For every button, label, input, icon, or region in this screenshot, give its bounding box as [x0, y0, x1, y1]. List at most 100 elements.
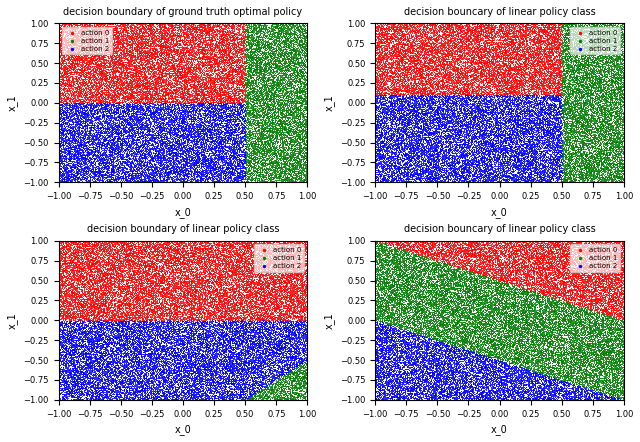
action 2 [220, 172, 230, 179]
action 0 [156, 50, 166, 57]
action 0 [207, 62, 217, 69]
action 1 [266, 43, 276, 50]
action 2 [214, 368, 225, 375]
action 0 [212, 260, 223, 267]
action 2 [163, 127, 173, 134]
action 0 [396, 79, 406, 86]
action 0 [284, 307, 294, 314]
action 0 [104, 290, 115, 297]
action 1 [497, 281, 508, 288]
action 1 [509, 327, 520, 334]
action 0 [164, 284, 174, 291]
action 1 [570, 56, 580, 63]
action 1 [262, 28, 272, 35]
action 1 [584, 359, 595, 366]
action 1 [603, 118, 613, 125]
action 0 [482, 52, 492, 59]
action 0 [612, 287, 622, 294]
action 0 [140, 292, 150, 299]
action 0 [225, 95, 235, 102]
action 1 [294, 131, 304, 138]
action 2 [78, 100, 88, 107]
action 0 [534, 243, 544, 250]
action 2 [58, 388, 68, 395]
action 1 [612, 139, 623, 146]
action 0 [523, 257, 533, 264]
action 1 [518, 353, 529, 360]
action 2 [402, 107, 412, 114]
action 0 [138, 315, 148, 322]
action 0 [538, 73, 548, 80]
action 0 [391, 34, 401, 41]
action 1 [472, 307, 482, 314]
action 1 [398, 257, 408, 264]
action 2 [502, 381, 513, 388]
action 2 [61, 320, 71, 327]
action 2 [184, 135, 194, 142]
action 1 [613, 53, 623, 60]
action 2 [196, 149, 207, 156]
action 1 [459, 276, 469, 283]
action 0 [143, 82, 154, 89]
action 1 [299, 100, 309, 107]
action 0 [281, 282, 291, 290]
action 0 [541, 78, 551, 85]
action 2 [486, 156, 496, 163]
action 0 [143, 25, 154, 32]
action 0 [118, 255, 129, 262]
action 1 [261, 78, 271, 85]
action 0 [451, 262, 461, 269]
action 2 [103, 318, 113, 325]
action 0 [243, 298, 253, 305]
action 2 [232, 362, 242, 370]
action 0 [77, 253, 87, 260]
action 0 [413, 88, 423, 95]
action 1 [479, 296, 490, 303]
action 2 [226, 332, 236, 339]
action 1 [299, 85, 309, 92]
action 0 [248, 294, 259, 301]
action 1 [572, 49, 582, 56]
action 2 [115, 336, 125, 343]
action 1 [436, 270, 447, 277]
action 1 [247, 54, 257, 61]
action 2 [567, 384, 577, 391]
action 2 [414, 175, 424, 182]
action 0 [124, 76, 134, 83]
action 2 [115, 333, 125, 340]
action 0 [122, 259, 132, 266]
action 2 [458, 368, 468, 375]
action 2 [186, 332, 196, 339]
action 0 [216, 36, 227, 43]
action 1 [242, 83, 252, 90]
action 0 [95, 93, 106, 100]
action 0 [244, 278, 255, 285]
action 0 [263, 248, 273, 255]
action 0 [228, 264, 238, 271]
action 1 [419, 332, 429, 339]
action 0 [56, 251, 67, 258]
action 1 [564, 164, 575, 171]
action 2 [207, 381, 217, 388]
action 0 [598, 301, 608, 309]
action 0 [97, 92, 108, 99]
action 0 [104, 60, 114, 67]
action 2 [461, 179, 472, 186]
action 1 [603, 337, 613, 344]
action 1 [515, 362, 525, 369]
action 2 [444, 381, 454, 388]
action 2 [250, 373, 260, 380]
action 2 [193, 351, 203, 358]
action 2 [105, 387, 115, 394]
action 2 [508, 391, 518, 398]
action 0 [266, 271, 276, 278]
action 0 [224, 294, 234, 301]
action 0 [548, 25, 558, 32]
action 2 [216, 375, 227, 382]
action 0 [61, 245, 71, 252]
action 1 [540, 334, 550, 341]
action 2 [426, 140, 436, 147]
action 0 [170, 66, 180, 73]
action 2 [106, 148, 116, 155]
action 0 [566, 296, 576, 303]
